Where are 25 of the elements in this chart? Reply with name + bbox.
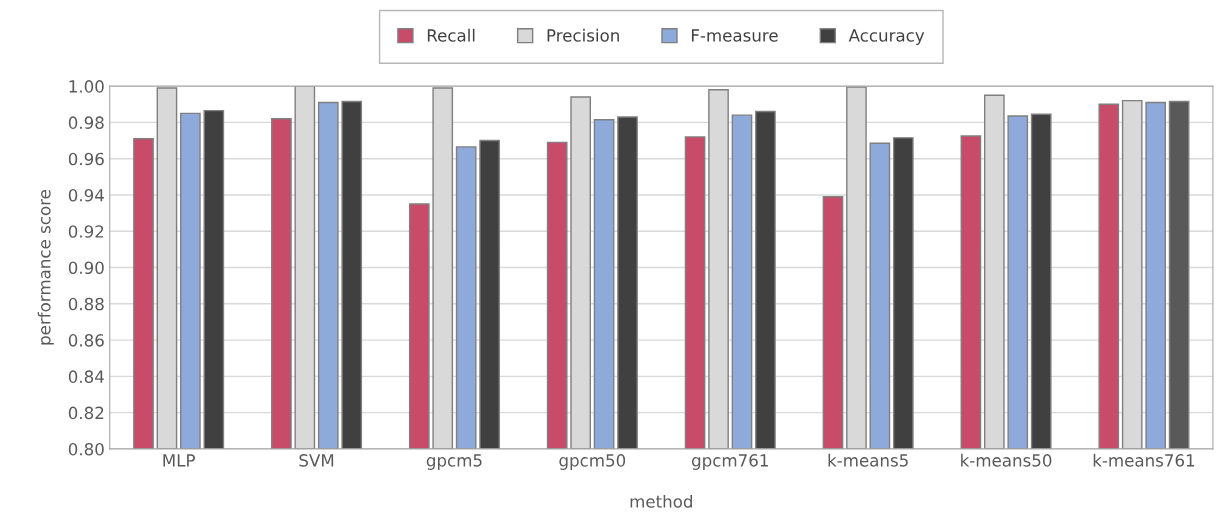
legend-label: F-measure — [691, 29, 778, 42]
y-tick-label: 0.80 — [68, 442, 104, 456]
legend-label: Precision — [547, 28, 619, 42]
y-tick-label: 1.00 — [69, 80, 104, 93]
y-tick-label: 0.84 — [68, 370, 104, 383]
y-tick-label: 0.88 — [68, 297, 104, 311]
x-tick-label: k-means761 — [1093, 453, 1195, 467]
y-tick-label: 0.82 — [68, 406, 104, 420]
x-tick-label: gpcm761 — [691, 454, 768, 470]
x-tick-label: MLP — [163, 454, 195, 467]
y-tick-label: 0.94 — [68, 188, 104, 202]
x-tick-label: gpcm5 — [426, 454, 482, 470]
x-tick-label: k-means5 — [828, 453, 908, 467]
y-tick-label: 0.98 — [68, 116, 104, 129]
y-axis-title: performance score — [37, 190, 54, 345]
legend-label: Accuracy — [848, 29, 925, 45]
x-tick-label: k-means50 — [961, 453, 1052, 467]
y-tick-label: 0.92 — [68, 225, 104, 238]
y-tick-label: 0.96 — [68, 152, 104, 166]
x-tick-label: SVM — [299, 454, 334, 467]
x-tick-label: gpcm50 — [559, 454, 626, 470]
legend-label: Recall — [427, 28, 475, 42]
x-axis-title: method — [630, 494, 692, 508]
y-tick-label: 0.90 — [68, 261, 104, 275]
y-tick-label: 0.86 — [68, 334, 104, 347]
